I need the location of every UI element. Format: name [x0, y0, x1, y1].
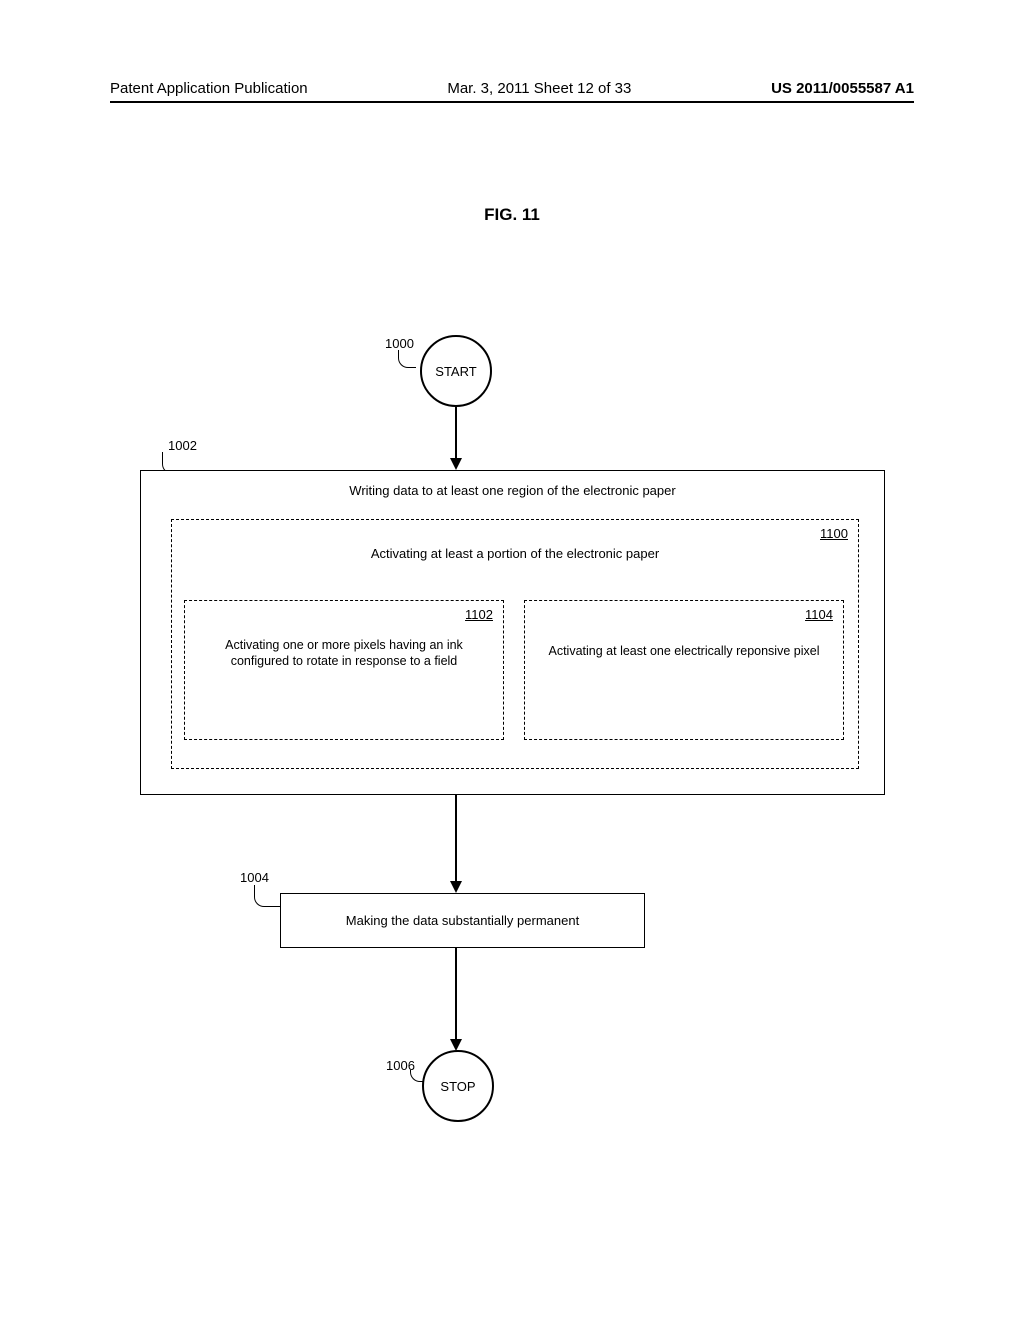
header-center: Mar. 3, 2011 Sheet 12 of 33 — [447, 80, 631, 97]
header-left: Patent Application Publication — [110, 80, 308, 97]
figure-title: FIG. 11 — [0, 205, 1024, 225]
leader-stop — [410, 1070, 424, 1082]
arrowhead-start-1002 — [450, 458, 462, 470]
box-1102: 1102 Activating one or more pixels havin… — [184, 600, 504, 740]
start-label: START — [435, 364, 476, 379]
arrow-1004-stop — [455, 948, 457, 1043]
page: Patent Application Publication Mar. 3, 2… — [0, 0, 1024, 1320]
header-right: US 2011/0055587 A1 — [771, 80, 914, 97]
ref-1002: 1002 — [168, 438, 197, 453]
box-1100-text: Activating at least a portion of the ele… — [184, 546, 846, 561]
arrow-start-1002 — [455, 407, 457, 462]
box-1004-text: Making the data substantially permanent — [346, 913, 579, 928]
box-1104: 1104 Activating at least one electricall… — [524, 600, 844, 740]
ref-1104: 1104 — [805, 607, 833, 622]
leader-1004 — [254, 885, 282, 907]
box-1002: Writing data to at least one region of t… — [140, 470, 885, 795]
page-header: Patent Application Publication Mar. 3, 2… — [110, 80, 914, 103]
ref-1100: 1100 — [820, 526, 848, 541]
stop-label: STOP — [440, 1079, 475, 1094]
start-terminal: START — [420, 335, 492, 407]
box-1104-text: Activating at least one electrically rep… — [537, 643, 831, 659]
ref-1004: 1004 — [240, 870, 269, 885]
ref-1102: 1102 — [465, 607, 493, 622]
arrowhead-1002-1004 — [450, 881, 462, 893]
arrow-1002-1004 — [455, 795, 457, 885]
box-1100: 1100 Activating at least a portion of th… — [171, 519, 859, 769]
stop-terminal: STOP — [422, 1050, 494, 1122]
leader-start — [398, 350, 416, 368]
box-1102-text: Activating one or more pixels having an … — [197, 637, 491, 670]
box-1004: Making the data substantially permanent — [280, 893, 645, 948]
box-1002-title: Writing data to at least one region of t… — [151, 483, 874, 498]
start-ref: 1000 — [385, 336, 414, 351]
